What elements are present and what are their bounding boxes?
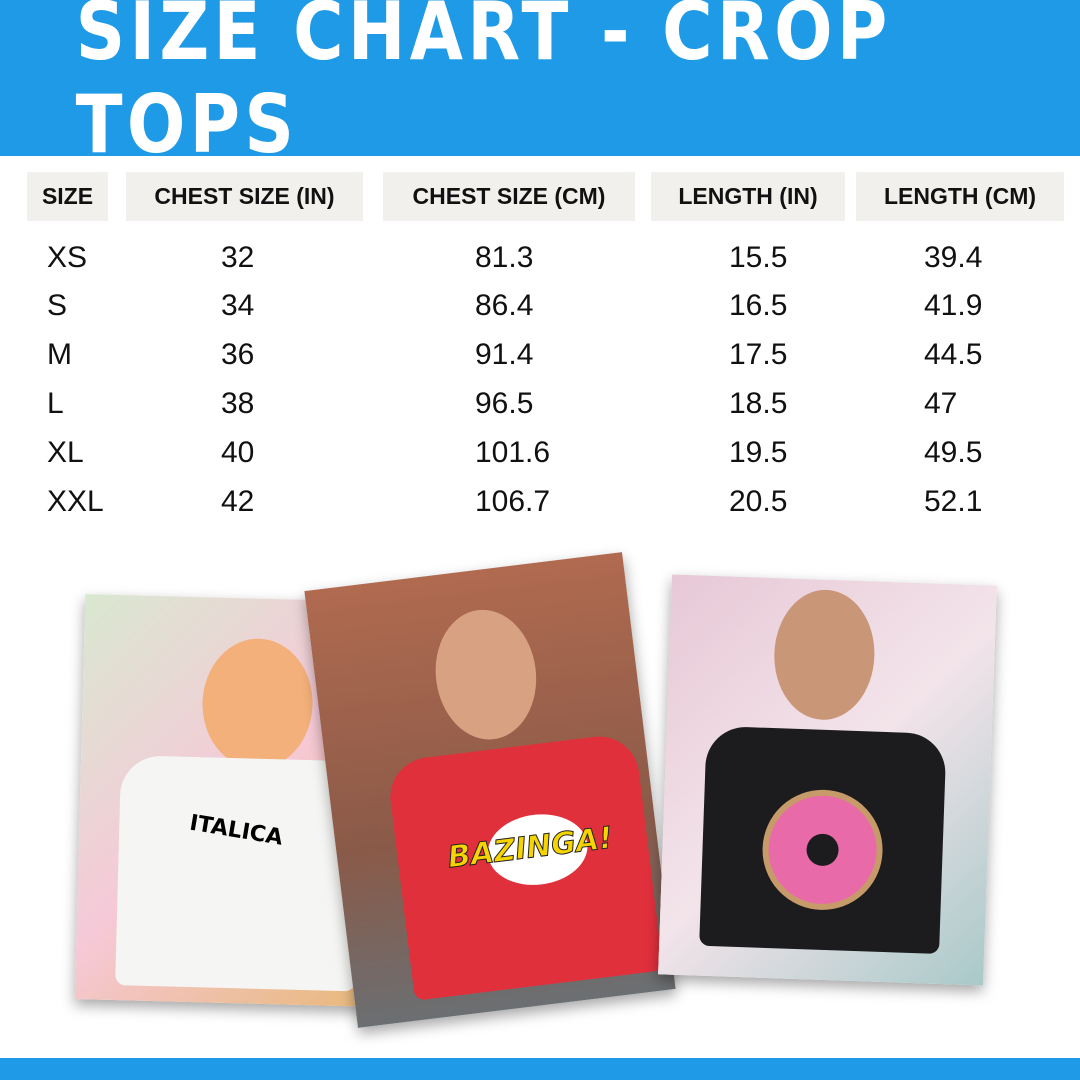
person-head bbox=[772, 588, 877, 722]
page-title: SIZE CHART - CROP TOPS bbox=[75, 0, 892, 171]
table-cell: 106.7 bbox=[475, 485, 551, 518]
photo-bazinga-top: BAZINGA! bbox=[304, 552, 676, 1028]
table-cell: M bbox=[47, 338, 72, 371]
table-cell: 32 bbox=[221, 241, 255, 274]
header-length-in: LENGTH (IN) bbox=[651, 172, 845, 221]
shirt bbox=[115, 755, 362, 992]
person-head bbox=[200, 637, 315, 771]
header-chest-in: CHEST SIZE (IN) bbox=[126, 172, 363, 221]
table-cell: 16.5 bbox=[729, 289, 788, 322]
table-cell: 38 bbox=[221, 387, 255, 420]
header-chest-cm: CHEST SIZE (CM) bbox=[383, 172, 635, 221]
table-cell: 81.3 bbox=[475, 241, 534, 274]
title-banner: SIZE CHART - CROP TOPS bbox=[0, 0, 1080, 171]
table-cell: L bbox=[47, 387, 64, 420]
table-cell: 52.1 bbox=[924, 485, 983, 518]
table-cell: 19.5 bbox=[729, 436, 788, 469]
table-cell: 41.9 bbox=[924, 289, 983, 322]
table-cell: XXL bbox=[47, 485, 104, 518]
person-head bbox=[428, 604, 544, 746]
header-size: SIZE bbox=[27, 172, 108, 221]
table-cell: 40 bbox=[221, 436, 255, 469]
table-cell: 42 bbox=[221, 485, 255, 518]
table-cell: 86.4 bbox=[475, 289, 534, 322]
table-cell: XS bbox=[47, 241, 88, 274]
table-cell: 91.4 bbox=[475, 338, 534, 371]
table-cell: 101.6 bbox=[475, 436, 551, 469]
table-cell: 18.5 bbox=[729, 387, 788, 420]
header-length-cm: LENGTH (CM) bbox=[856, 172, 1064, 221]
table-cell: 39.4 bbox=[924, 241, 983, 274]
photo-donut-top bbox=[658, 574, 997, 986]
table-cell: 47 bbox=[924, 387, 958, 420]
table-cell: 20.5 bbox=[729, 485, 788, 518]
table-cell: 36 bbox=[221, 338, 255, 371]
table-cell: 44.5 bbox=[924, 338, 983, 371]
table-cell: 49.5 bbox=[924, 436, 983, 469]
table-cell: 96.5 bbox=[475, 387, 534, 420]
table-cell: 15.5 bbox=[729, 241, 788, 274]
table-cell: 17.5 bbox=[729, 338, 788, 371]
table-cell: S bbox=[47, 289, 68, 322]
footer-bar bbox=[0, 1058, 1080, 1080]
table-cell: XL bbox=[47, 436, 84, 469]
table-cell: 34 bbox=[221, 289, 255, 322]
